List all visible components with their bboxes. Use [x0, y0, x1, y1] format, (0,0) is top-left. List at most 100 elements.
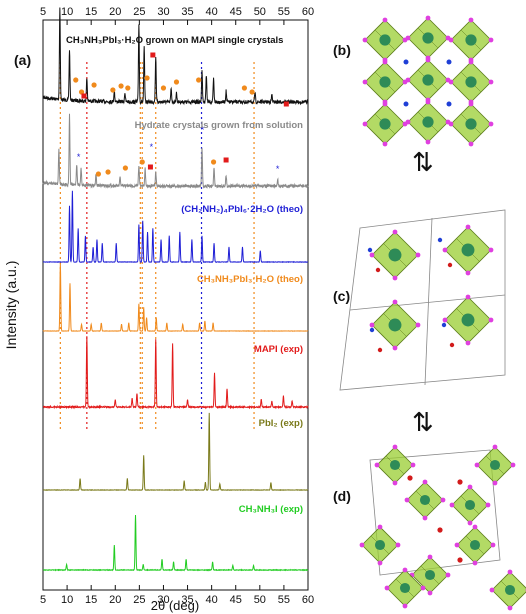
i-atom — [392, 299, 398, 305]
crystal-structure-b — [362, 15, 494, 147]
i-atom — [410, 462, 416, 468]
x-axis-label: 2θ (deg) — [151, 598, 199, 613]
trace-labels: CH₃NH₃PbI₃·H₂O grown on MAPI single crys… — [66, 35, 303, 515]
i-atom — [467, 484, 473, 490]
trace-label: MAPI (exp) — [254, 344, 303, 355]
i-atom — [369, 252, 375, 258]
i-atom — [465, 224, 471, 230]
x-tick-label-bottom: 10 — [61, 594, 73, 606]
panel-label-b: (b) — [333, 42, 351, 58]
phase-marker-star: * — [276, 164, 280, 174]
i-atom — [377, 560, 383, 566]
trace-label: CH₃NH₃I (exp) — [239, 504, 303, 515]
i-atom — [395, 542, 401, 548]
pb-atom — [465, 76, 477, 88]
i-atom — [472, 524, 478, 530]
x-tick-label-top: 25 — [133, 6, 145, 18]
i-atom — [507, 569, 513, 575]
panel-label-a: (a) — [14, 52, 32, 68]
i-atom — [467, 520, 473, 526]
xrd-trace-line — [42, 190, 308, 264]
equilibrium-arrow-top: ⇅ — [412, 148, 434, 178]
x-tick-label-top: 40 — [206, 6, 218, 18]
xrd-trace-line — [42, 336, 309, 410]
i-atom — [392, 275, 398, 281]
i-atom — [468, 17, 474, 23]
phase-marker-star: * — [201, 125, 205, 135]
i-atom — [474, 462, 480, 468]
pb-atom — [388, 318, 402, 332]
x-tick-label-bottom: 15 — [85, 594, 97, 606]
i-atom — [425, 99, 431, 105]
i-atom — [485, 502, 491, 508]
plot-frame — [42, 19, 309, 591]
i-atom — [359, 542, 365, 548]
trace-label: Hydrate crystals grown from solution — [135, 120, 304, 131]
i-atom — [488, 79, 494, 85]
phase-marker — [173, 79, 180, 85]
i-atom — [425, 57, 431, 63]
phase-marker-star: * — [77, 152, 81, 162]
unit-cell-outline — [339, 209, 506, 391]
i-atom — [422, 515, 428, 521]
x-tick-label-bottom: 30 — [157, 594, 169, 606]
phase-marker — [241, 85, 247, 91]
phase-marker-star: * — [150, 142, 154, 152]
i-atom — [425, 15, 431, 21]
molecule-atom — [449, 342, 455, 348]
i-atom — [488, 247, 494, 253]
pb-atom — [379, 34, 391, 46]
pb-atom — [389, 459, 401, 471]
i-atom — [488, 317, 494, 323]
unit-cell-edge — [349, 294, 506, 311]
i-atom — [362, 121, 368, 127]
pb-atom — [464, 499, 476, 511]
pb-atom — [399, 582, 411, 594]
x-tick-label-bottom: 50 — [254, 594, 266, 606]
phase-marker-square — [81, 93, 87, 99]
phase-marker — [118, 83, 124, 89]
xrd-trace-line — [42, 514, 309, 572]
x-tick-label-bottom: 35 — [181, 594, 193, 606]
x-tick-label-bottom: 60 — [302, 594, 314, 606]
xrd-trace-line — [42, 113, 309, 190]
i-atom — [382, 17, 388, 23]
molecule-atom — [441, 322, 447, 328]
i-atom — [392, 345, 398, 351]
i-atom — [488, 37, 494, 43]
i-atom — [448, 37, 454, 43]
panel-label-d: (d) — [333, 488, 351, 504]
x-tick-label-top: 20 — [109, 6, 121, 18]
phase-marker — [105, 169, 111, 175]
x-tick-label-bottom: 5 — [40, 594, 46, 606]
pb-atom — [465, 34, 477, 46]
i-atom — [402, 603, 408, 609]
pb-atom — [374, 539, 386, 551]
i-atom — [382, 101, 388, 107]
n-atom — [403, 59, 409, 65]
x-tick-label-top: 35 — [181, 6, 193, 18]
phase-marker — [210, 159, 217, 165]
x-tick-label-top: 5 — [40, 6, 46, 18]
i-atom — [420, 585, 426, 591]
trace-label: CH₃NH₃PbI₃·H₂O grown on MAPI single crys… — [66, 35, 283, 46]
phase-marker — [91, 82, 97, 88]
i-atom — [510, 462, 516, 468]
i-atom — [489, 587, 495, 593]
i-atom — [384, 585, 390, 591]
i-atom — [454, 542, 460, 548]
i-atom — [382, 141, 388, 147]
x-tick-label-top: 55 — [278, 6, 290, 18]
i-atom — [448, 121, 454, 127]
trace-label: CH₃NH₃PbI₃·H₂O (theo) — [197, 274, 303, 285]
pb-atom — [489, 459, 501, 471]
molecule-atom — [447, 262, 453, 268]
xrd-traces: * * * * — [42, 7, 309, 572]
i-atom — [468, 59, 474, 65]
x-tick-label-top: 10 — [61, 6, 73, 18]
pb-atom — [461, 243, 475, 257]
pb-atom — [461, 313, 475, 327]
crystal-structure-c — [339, 209, 506, 391]
equilibrium-arrow-bottom: ⇅ — [412, 408, 434, 438]
i-atom — [405, 35, 411, 41]
